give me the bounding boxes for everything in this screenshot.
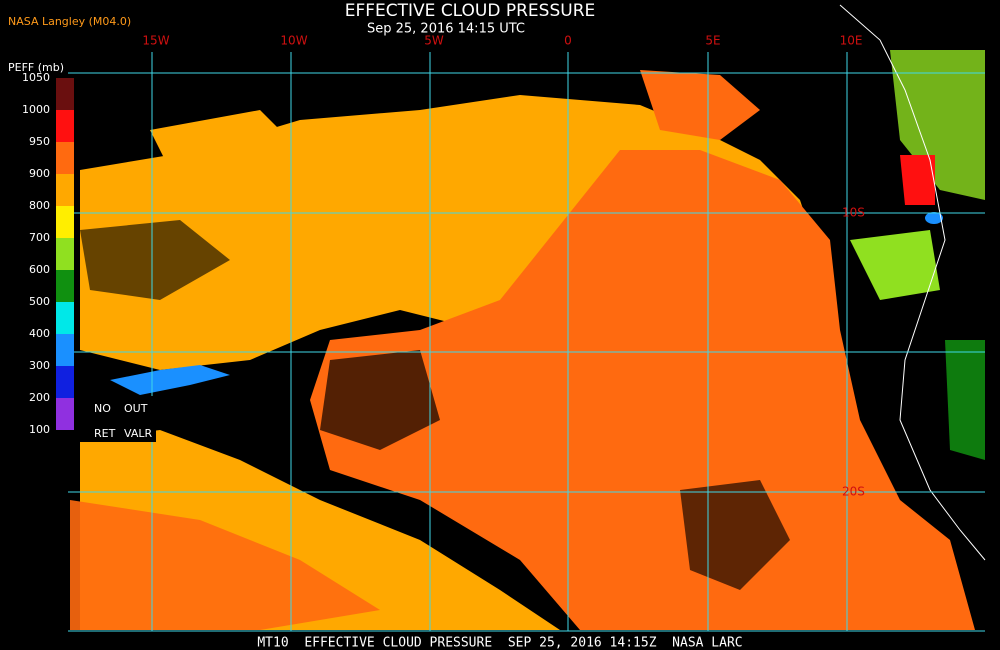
legend-swatch bbox=[56, 142, 74, 174]
cloud-region bbox=[150, 110, 300, 175]
cloud-region bbox=[900, 155, 935, 205]
legend-tick-label: 800 bbox=[29, 199, 50, 212]
footer: MT10 EFFECTIVE CLOUD PRESSURE SEP 25, 20… bbox=[257, 636, 742, 650]
cloud-region bbox=[850, 230, 940, 300]
subtitle: Sep 25, 2016 14:15 UTC bbox=[367, 22, 525, 37]
legend-title: PEFF (mb) bbox=[8, 61, 64, 74]
legend-tick-label: 950 bbox=[29, 135, 50, 148]
cloud-region bbox=[310, 150, 975, 630]
cloud-region bbox=[925, 212, 943, 224]
legend-swatch bbox=[56, 334, 74, 366]
legend-tick-label: 700 bbox=[29, 231, 50, 244]
legend-swatch bbox=[56, 174, 74, 206]
legend-swatch bbox=[56, 302, 74, 334]
legend-tick-label: 100 bbox=[29, 423, 50, 436]
lat-label: 10S bbox=[842, 206, 865, 220]
legend-swatch bbox=[56, 366, 74, 398]
lon-label: 0 bbox=[564, 34, 572, 48]
color-legend: 1050 1000 950 900 800 700 600 500 400 300 200 100 bbox=[22, 71, 74, 436]
land-region bbox=[890, 50, 985, 200]
no-retrieval: RET bbox=[94, 427, 116, 440]
no-retrieval: NO bbox=[94, 402, 111, 415]
legend-swatch bbox=[56, 110, 74, 142]
clear-patch bbox=[80, 220, 230, 300]
footer-bar bbox=[0, 636, 1000, 650]
land-region bbox=[945, 340, 985, 460]
legend-swatch bbox=[56, 270, 74, 302]
title: EFFECTIVE CLOUD PRESSURE bbox=[345, 1, 596, 21]
cloud-region bbox=[110, 365, 230, 395]
legend-swatch bbox=[56, 206, 74, 238]
cloud-field bbox=[70, 4, 986, 630]
legend-tick-label: 400 bbox=[29, 327, 50, 340]
legend-swatch bbox=[56, 78, 74, 110]
cloud-region bbox=[70, 500, 380, 630]
out-of-range: VALR bbox=[124, 427, 152, 440]
legend-tick-label: 1000 bbox=[22, 103, 50, 116]
legend-flag-box bbox=[78, 396, 156, 442]
source-label: NASA Langley (M04.0) bbox=[8, 15, 131, 28]
graticule bbox=[68, 52, 985, 632]
legend-tick-label: 500 bbox=[29, 295, 50, 308]
lat-label: 20S bbox=[842, 485, 865, 499]
legend-tick-label: 600 bbox=[29, 263, 50, 276]
lon-label: 5E bbox=[705, 34, 720, 48]
legend-tick-label: 1050 bbox=[22, 71, 50, 84]
legend-swatch bbox=[56, 398, 74, 430]
legend-swatch bbox=[56, 238, 74, 270]
cloud-region bbox=[640, 70, 760, 140]
lon-label: 10E bbox=[840, 34, 863, 48]
legend-tick-label: 200 bbox=[29, 391, 50, 404]
lon-label: 10W bbox=[280, 34, 307, 48]
lon-label: 5W bbox=[424, 34, 444, 48]
legend-tick-label: 300 bbox=[29, 359, 50, 372]
out-of-range: OUT bbox=[124, 402, 148, 415]
legend-tick-label: 900 bbox=[29, 167, 50, 180]
clear-patch bbox=[320, 350, 440, 450]
lon-label: 15W bbox=[142, 34, 169, 48]
